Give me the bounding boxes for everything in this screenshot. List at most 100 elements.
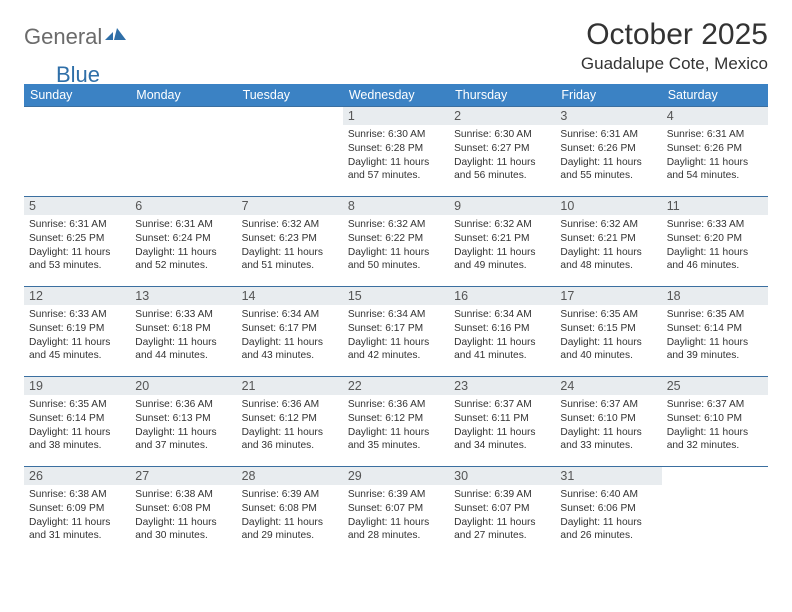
calendar-body: 1Sunrise: 6:30 AMSunset: 6:28 PMDaylight… — [24, 107, 768, 557]
day-details: Sunrise: 6:35 AMSunset: 6:15 PMDaylight:… — [555, 305, 661, 366]
calendar-cell: 10Sunrise: 6:32 AMSunset: 6:21 PMDayligh… — [555, 197, 661, 287]
day-number: 11 — [662, 197, 768, 215]
day-number: 4 — [662, 107, 768, 125]
day-details: Sunrise: 6:31 AMSunset: 6:25 PMDaylight:… — [24, 215, 130, 276]
calendar-cell: 4Sunrise: 6:31 AMSunset: 6:26 PMDaylight… — [662, 107, 768, 197]
calendar-cell: 3Sunrise: 6:31 AMSunset: 6:26 PMDaylight… — [555, 107, 661, 197]
day-number: 10 — [555, 197, 661, 215]
day-number: 15 — [343, 287, 449, 305]
logo-text-general: General — [24, 24, 102, 50]
day-number: 26 — [24, 467, 130, 485]
day-number: 7 — [237, 197, 343, 215]
calendar-row: 5Sunrise: 6:31 AMSunset: 6:25 PMDaylight… — [24, 197, 768, 287]
day-number: 19 — [24, 377, 130, 395]
day-number: 22 — [343, 377, 449, 395]
month-title: October 2025 — [581, 18, 768, 52]
day-details: Sunrise: 6:37 AMSunset: 6:11 PMDaylight:… — [449, 395, 555, 456]
calendar-cell-empty — [662, 467, 768, 557]
calendar-cell: 23Sunrise: 6:37 AMSunset: 6:11 PMDayligh… — [449, 377, 555, 467]
logo: General — [24, 18, 127, 50]
day-details: Sunrise: 6:36 AMSunset: 6:12 PMDaylight:… — [237, 395, 343, 456]
day-number: 1 — [343, 107, 449, 125]
calendar-cell-empty — [130, 107, 236, 197]
day-number: 30 — [449, 467, 555, 485]
title-block: October 2025 Guadalupe Cote, Mexico — [581, 18, 768, 74]
calendar-cell: 12Sunrise: 6:33 AMSunset: 6:19 PMDayligh… — [24, 287, 130, 377]
day-details: Sunrise: 6:33 AMSunset: 6:18 PMDaylight:… — [130, 305, 236, 366]
day-details: Sunrise: 6:36 AMSunset: 6:12 PMDaylight:… — [343, 395, 449, 456]
weekday-header: Saturday — [662, 84, 768, 107]
calendar-cell: 28Sunrise: 6:39 AMSunset: 6:08 PMDayligh… — [237, 467, 343, 557]
logo-mark-icon — [105, 26, 127, 49]
day-number: 2 — [449, 107, 555, 125]
calendar-cell: 1Sunrise: 6:30 AMSunset: 6:28 PMDaylight… — [343, 107, 449, 197]
calendar-row: 12Sunrise: 6:33 AMSunset: 6:19 PMDayligh… — [24, 287, 768, 377]
day-details: Sunrise: 6:31 AMSunset: 6:24 PMDaylight:… — [130, 215, 236, 276]
day-details: Sunrise: 6:37 AMSunset: 6:10 PMDaylight:… — [662, 395, 768, 456]
location: Guadalupe Cote, Mexico — [581, 54, 768, 74]
day-number: 28 — [237, 467, 343, 485]
day-details: Sunrise: 6:32 AMSunset: 6:22 PMDaylight:… — [343, 215, 449, 276]
day-number: 12 — [24, 287, 130, 305]
day-details: Sunrise: 6:39 AMSunset: 6:07 PMDaylight:… — [343, 485, 449, 546]
day-number: 23 — [449, 377, 555, 395]
calendar-cell: 25Sunrise: 6:37 AMSunset: 6:10 PMDayligh… — [662, 377, 768, 467]
day-details: Sunrise: 6:35 AMSunset: 6:14 PMDaylight:… — [24, 395, 130, 456]
calendar-cell: 8Sunrise: 6:32 AMSunset: 6:22 PMDaylight… — [343, 197, 449, 287]
calendar-cell-empty — [237, 107, 343, 197]
calendar-cell: 11Sunrise: 6:33 AMSunset: 6:20 PMDayligh… — [662, 197, 768, 287]
calendar-cell: 9Sunrise: 6:32 AMSunset: 6:21 PMDaylight… — [449, 197, 555, 287]
calendar-cell: 29Sunrise: 6:39 AMSunset: 6:07 PMDayligh… — [343, 467, 449, 557]
calendar-table: SundayMondayTuesdayWednesdayThursdayFrid… — [24, 84, 768, 557]
calendar-cell: 18Sunrise: 6:35 AMSunset: 6:14 PMDayligh… — [662, 287, 768, 377]
day-details: Sunrise: 6:31 AMSunset: 6:26 PMDaylight:… — [555, 125, 661, 186]
calendar-cell: 19Sunrise: 6:35 AMSunset: 6:14 PMDayligh… — [24, 377, 130, 467]
calendar-cell: 20Sunrise: 6:36 AMSunset: 6:13 PMDayligh… — [130, 377, 236, 467]
day-details: Sunrise: 6:34 AMSunset: 6:17 PMDaylight:… — [237, 305, 343, 366]
calendar-cell: 30Sunrise: 6:39 AMSunset: 6:07 PMDayligh… — [449, 467, 555, 557]
weekday-header: Wednesday — [343, 84, 449, 107]
calendar-cell: 16Sunrise: 6:34 AMSunset: 6:16 PMDayligh… — [449, 287, 555, 377]
calendar-cell: 7Sunrise: 6:32 AMSunset: 6:23 PMDaylight… — [237, 197, 343, 287]
day-number: 13 — [130, 287, 236, 305]
day-number: 9 — [449, 197, 555, 215]
day-details: Sunrise: 6:35 AMSunset: 6:14 PMDaylight:… — [662, 305, 768, 366]
day-details: Sunrise: 6:38 AMSunset: 6:08 PMDaylight:… — [130, 485, 236, 546]
calendar-row: 19Sunrise: 6:35 AMSunset: 6:14 PMDayligh… — [24, 377, 768, 467]
logo-text-blue: Blue — [56, 62, 100, 88]
day-number: 17 — [555, 287, 661, 305]
calendar-cell: 24Sunrise: 6:37 AMSunset: 6:10 PMDayligh… — [555, 377, 661, 467]
calendar-cell: 22Sunrise: 6:36 AMSunset: 6:12 PMDayligh… — [343, 377, 449, 467]
day-number: 18 — [662, 287, 768, 305]
day-number: 31 — [555, 467, 661, 485]
day-number: 21 — [237, 377, 343, 395]
weekday-header: Monday — [130, 84, 236, 107]
day-details: Sunrise: 6:32 AMSunset: 6:23 PMDaylight:… — [237, 215, 343, 276]
calendar-cell: 6Sunrise: 6:31 AMSunset: 6:24 PMDaylight… — [130, 197, 236, 287]
day-number: 25 — [662, 377, 768, 395]
day-details: Sunrise: 6:37 AMSunset: 6:10 PMDaylight:… — [555, 395, 661, 456]
calendar-cell: 14Sunrise: 6:34 AMSunset: 6:17 PMDayligh… — [237, 287, 343, 377]
weekday-header: Thursday — [449, 84, 555, 107]
calendar-row: 1Sunrise: 6:30 AMSunset: 6:28 PMDaylight… — [24, 107, 768, 197]
calendar-cell: 15Sunrise: 6:34 AMSunset: 6:17 PMDayligh… — [343, 287, 449, 377]
day-details: Sunrise: 6:39 AMSunset: 6:08 PMDaylight:… — [237, 485, 343, 546]
day-details: Sunrise: 6:38 AMSunset: 6:09 PMDaylight:… — [24, 485, 130, 546]
day-details: Sunrise: 6:34 AMSunset: 6:16 PMDaylight:… — [449, 305, 555, 366]
day-details: Sunrise: 6:33 AMSunset: 6:19 PMDaylight:… — [24, 305, 130, 366]
calendar-cell: 13Sunrise: 6:33 AMSunset: 6:18 PMDayligh… — [130, 287, 236, 377]
calendar-cell-empty — [24, 107, 130, 197]
day-number: 27 — [130, 467, 236, 485]
day-details: Sunrise: 6:31 AMSunset: 6:26 PMDaylight:… — [662, 125, 768, 186]
day-number: 6 — [130, 197, 236, 215]
weekday-header: Friday — [555, 84, 661, 107]
day-number: 14 — [237, 287, 343, 305]
calendar-cell: 21Sunrise: 6:36 AMSunset: 6:12 PMDayligh… — [237, 377, 343, 467]
day-details: Sunrise: 6:39 AMSunset: 6:07 PMDaylight:… — [449, 485, 555, 546]
day-number: 20 — [130, 377, 236, 395]
day-number: 24 — [555, 377, 661, 395]
day-details: Sunrise: 6:33 AMSunset: 6:20 PMDaylight:… — [662, 215, 768, 276]
header: General October 2025 Guadalupe Cote, Mex… — [24, 18, 768, 74]
day-details: Sunrise: 6:32 AMSunset: 6:21 PMDaylight:… — [449, 215, 555, 276]
calendar-cell: 26Sunrise: 6:38 AMSunset: 6:09 PMDayligh… — [24, 467, 130, 557]
